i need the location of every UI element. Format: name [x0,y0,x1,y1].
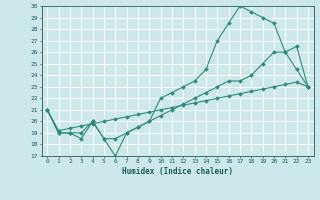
X-axis label: Humidex (Indice chaleur): Humidex (Indice chaleur) [122,167,233,176]
